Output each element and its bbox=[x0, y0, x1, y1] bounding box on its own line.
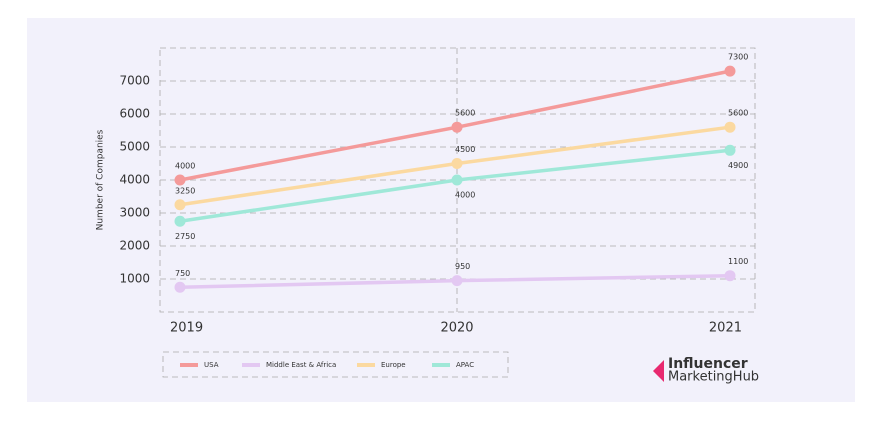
value-label: 2750 bbox=[175, 232, 195, 241]
value-label: 5600 bbox=[728, 109, 748, 118]
y-tick-label: 6000 bbox=[119, 107, 150, 121]
x-tick-label: 2020 bbox=[440, 321, 473, 336]
legend-box bbox=[162, 351, 509, 378]
value-label: 7300 bbox=[728, 53, 748, 62]
y-tick-label: 2000 bbox=[119, 239, 150, 253]
point bbox=[724, 65, 736, 77]
x-tick-label: 2021 bbox=[709, 321, 742, 336]
value-label: 4500 bbox=[455, 145, 475, 154]
x-tick-label: 2019 bbox=[170, 321, 203, 336]
point bbox=[451, 158, 463, 169]
point bbox=[724, 144, 736, 156]
point bbox=[451, 121, 463, 133]
legend-label: Middle East & Africa bbox=[266, 361, 336, 369]
value-label: 950 bbox=[455, 262, 470, 271]
y-tick-label: 7000 bbox=[119, 74, 150, 88]
logo-icon bbox=[653, 360, 664, 382]
point bbox=[724, 270, 736, 282]
value-label: 4000 bbox=[175, 162, 195, 171]
point bbox=[451, 275, 463, 287]
y-tick-label: 4000 bbox=[119, 173, 150, 187]
point bbox=[174, 215, 186, 227]
y-tick-label: 5000 bbox=[119, 140, 150, 154]
point bbox=[724, 121, 736, 133]
logo-text: MarketingHub bbox=[668, 370, 759, 385]
point bbox=[174, 199, 186, 211]
y-tick-label: 1000 bbox=[119, 272, 150, 286]
value-label: 750 bbox=[175, 269, 190, 278]
legend-label: APAC bbox=[456, 361, 474, 369]
point bbox=[174, 281, 186, 293]
logo-text: Influencer bbox=[668, 356, 748, 372]
panel bbox=[27, 18, 855, 402]
y-axis-label: Number of Companies bbox=[96, 129, 106, 230]
value-label: 1100 bbox=[728, 257, 748, 266]
point bbox=[174, 174, 186, 186]
value-label: 4000 bbox=[455, 191, 475, 200]
legend-label: Europe bbox=[381, 361, 406, 369]
y-tick-label: 3000 bbox=[119, 206, 150, 220]
legend-label: USA bbox=[204, 361, 219, 369]
value-label: 4900 bbox=[728, 161, 748, 170]
value-label: 5600 bbox=[455, 109, 475, 118]
value-label: 3250 bbox=[175, 186, 195, 195]
point bbox=[451, 174, 463, 186]
